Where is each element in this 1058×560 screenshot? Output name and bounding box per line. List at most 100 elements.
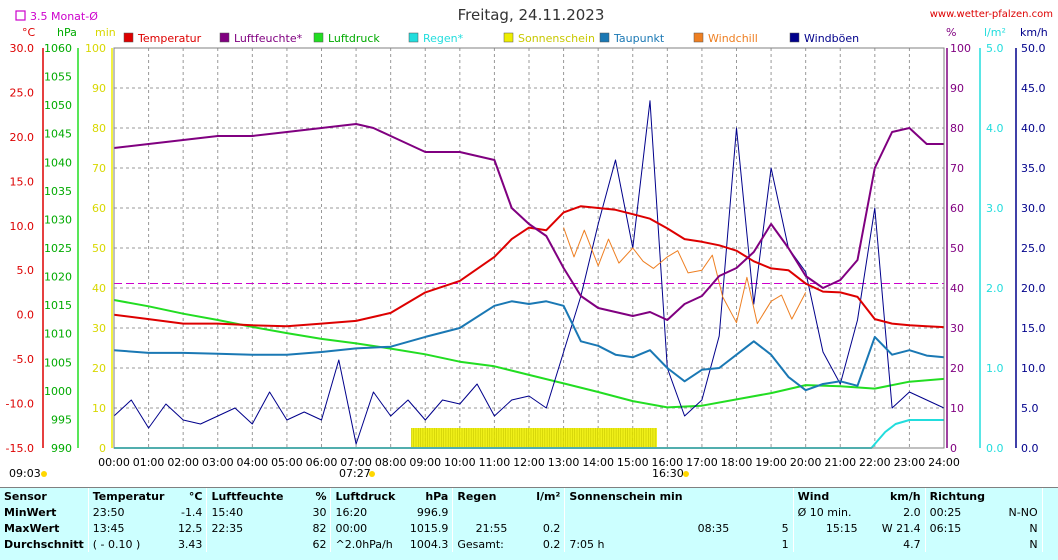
y-tick-label-minutes: 50 bbox=[92, 242, 106, 255]
start-time: 09:03 bbox=[9, 467, 41, 480]
site-url[interactable]: www.wetter-pfalzen.com bbox=[930, 9, 1053, 20]
stats-sun-val bbox=[733, 504, 793, 520]
series-line-taupunkt bbox=[113, 300, 945, 392]
stats-head-hum: Luftfeuchte bbox=[206, 488, 288, 504]
stats-head-press-unit: hPa bbox=[425, 489, 449, 503]
x-tick-label: 07:00 bbox=[340, 456, 372, 469]
sunshine-bars bbox=[411, 428, 657, 448]
y-tick-label-pressure: 990 bbox=[51, 442, 72, 455]
stats-head-wind: Wind bbox=[792, 488, 862, 504]
y-tick-label-temperature: -5.0 bbox=[13, 353, 34, 366]
sunrise-icon bbox=[369, 471, 375, 477]
y-tick-label-pressure: 1025 bbox=[44, 242, 72, 255]
stats-dir-val: N bbox=[1029, 537, 1038, 551]
monthly-avg-legend-label: 3.5 Monat-Ø bbox=[30, 10, 98, 23]
y-tick-label-humidity: 30 bbox=[950, 322, 964, 335]
x-tick-label: 11:00 bbox=[479, 456, 511, 469]
y-tick-label-wind: 45.0 bbox=[1021, 82, 1046, 95]
y-tick-label-pressure: 995 bbox=[51, 413, 72, 426]
stats-sun-time: 08:35 bbox=[564, 520, 734, 536]
stats-press-val: 1004.3 bbox=[409, 537, 449, 551]
stats-spacer bbox=[1041, 504, 1058, 520]
stats-wind-val: 2.0 bbox=[903, 505, 921, 519]
series-line-luftfeuchte bbox=[113, 123, 944, 321]
y-tick-label-humidity: 70 bbox=[950, 162, 964, 175]
stats-wind-time bbox=[792, 536, 862, 552]
x-tick-label: 13:00 bbox=[548, 456, 580, 469]
x-tick-label: 01:00 bbox=[133, 456, 165, 469]
x-tick-label: 05:00 bbox=[271, 456, 303, 469]
x-tick-label: 02:00 bbox=[167, 456, 199, 469]
y-tick-label-pressure: 1050 bbox=[44, 99, 72, 112]
chart-legend: Temperatur Luftfeuchte* Luftdruck Regen* Son… bbox=[123, 32, 859, 45]
y-tick-label-pressure: 1040 bbox=[44, 156, 72, 169]
stats-head-rain-unit: l/m² bbox=[536, 489, 561, 503]
axis-unit-humidity: % bbox=[946, 26, 956, 39]
y-tick-label-pressure: 1035 bbox=[44, 185, 72, 198]
y-tick-label-humidity: 20 bbox=[950, 362, 964, 375]
y-tick-label-rain: 3.0 bbox=[986, 202, 1004, 215]
sunset-time: 16:30 bbox=[652, 467, 684, 480]
stats-temp-time: ( - 0.10 ) bbox=[87, 536, 169, 552]
legend-swatch bbox=[599, 32, 610, 43]
y-tick-label-humidity: 60 bbox=[950, 202, 964, 215]
x-tick-label: 24:00 bbox=[928, 456, 960, 469]
stats-sun-val: 5 bbox=[781, 521, 789, 535]
stats-row-label: Durchschnitt bbox=[4, 537, 84, 551]
stats-sun-time: 7:05 h bbox=[564, 536, 734, 552]
series-line-temperatur bbox=[113, 205, 945, 329]
plot-frame bbox=[113, 47, 945, 449]
x-tick-label: 16:00 bbox=[651, 456, 683, 469]
stats-sun-time bbox=[564, 504, 734, 520]
y-tick-label-pressure: 1030 bbox=[44, 213, 72, 226]
stats-spacer bbox=[1041, 536, 1058, 552]
y-tick-label-minutes: 30 bbox=[92, 322, 106, 335]
y-tick-label-wind: 20.0 bbox=[1021, 282, 1046, 295]
y-tick-label-pressure: 1010 bbox=[44, 328, 72, 341]
legend-swatch bbox=[123, 32, 134, 43]
series-line-luftdruck bbox=[113, 299, 945, 409]
stats-wind-time: Ø 10 min. bbox=[792, 504, 862, 520]
y-tick-label-pressure: 1005 bbox=[44, 356, 72, 369]
stats-row-max: MaxWert 13:45 12.5 22:35 82 00:00 1015.9… bbox=[0, 520, 1058, 536]
y-tick-label-humidity: 80 bbox=[950, 122, 964, 135]
x-tick-label: 14:00 bbox=[582, 456, 614, 469]
stats-press-time: ^2.0hPa/h bbox=[330, 536, 400, 552]
stats-rain-time bbox=[452, 504, 512, 520]
axis-unit-rain: l/m² bbox=[984, 26, 1006, 39]
y-tick-label-temperature: -15.0 bbox=[6, 442, 34, 455]
legend-swatch bbox=[408, 32, 419, 43]
stats-head-press: Luftdruck bbox=[330, 488, 400, 504]
x-tick-label: 12:00 bbox=[513, 456, 545, 469]
stats-hum-time bbox=[206, 536, 288, 552]
x-tick-label: 17:00 bbox=[686, 456, 718, 469]
stats-dir-val: N-NO bbox=[1008, 505, 1038, 519]
chart-axes: 00:00 01:00 02:00 03:00 04:00 05:00 06:00 07:00… bbox=[6, 26, 1048, 469]
x-tick-label: 21:00 bbox=[824, 456, 856, 469]
stats-hum-val: 30 bbox=[312, 505, 327, 519]
legend-swatch bbox=[503, 32, 514, 43]
y-tick-label-minutes: 40 bbox=[92, 282, 106, 295]
legend-swatch bbox=[693, 32, 704, 43]
stats-dir-time: 06:15 bbox=[924, 520, 994, 536]
y-tick-label-rain: 1.0 bbox=[986, 362, 1004, 375]
stats-dir-val: N bbox=[1029, 521, 1038, 535]
stats-row-min: MinWert 23:50 -1.4 15:40 30 16:20 996.9 … bbox=[0, 504, 1058, 520]
stats-rain-time: 21:55 bbox=[452, 520, 512, 536]
y-tick-label-humidity: 0 bbox=[950, 442, 957, 455]
stats-head-sun: Sonnenschein min bbox=[564, 488, 794, 504]
x-tick-label: 04:00 bbox=[236, 456, 268, 469]
x-tick-label: 09:00 bbox=[409, 456, 441, 469]
stats-press-val: 1015.9 bbox=[409, 521, 449, 535]
axis-unit-wind: km/h bbox=[1020, 26, 1048, 39]
y-tick-label-temperature: 20.0 bbox=[10, 131, 35, 144]
x-tick-label: 00:00 bbox=[98, 456, 130, 469]
stats-rain-val: 0.2 bbox=[542, 521, 561, 535]
legend-label: Sonnenschein bbox=[518, 32, 595, 45]
y-tick-label-minutes: 100 bbox=[85, 42, 106, 55]
axis-unit-pressure: hPa bbox=[57, 26, 77, 39]
statistics-table: Sensor Temperatur °C Luftfeuchte % Luftd… bbox=[0, 488, 1058, 552]
y-tick-label-wind: 50.0 bbox=[1021, 42, 1046, 55]
chart-series bbox=[113, 100, 945, 449]
stats-hum-time: 15:40 bbox=[206, 504, 288, 520]
